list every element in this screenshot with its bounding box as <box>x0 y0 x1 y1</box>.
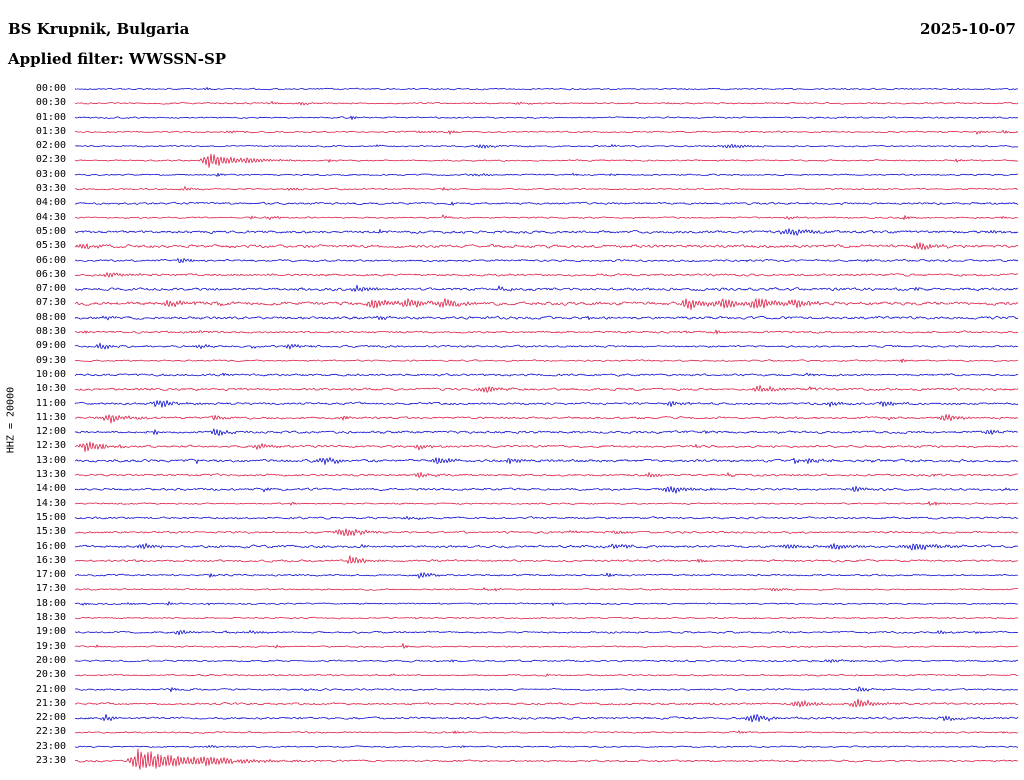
header-date: 2025-10-07 <box>920 20 1016 38</box>
channel-scale-label: HHZ = 20000 <box>5 386 17 454</box>
filter-label: Applied filter: WWSSN-SP <box>8 50 227 68</box>
station-name: BS Krupnik, Bulgaria <box>8 20 190 38</box>
